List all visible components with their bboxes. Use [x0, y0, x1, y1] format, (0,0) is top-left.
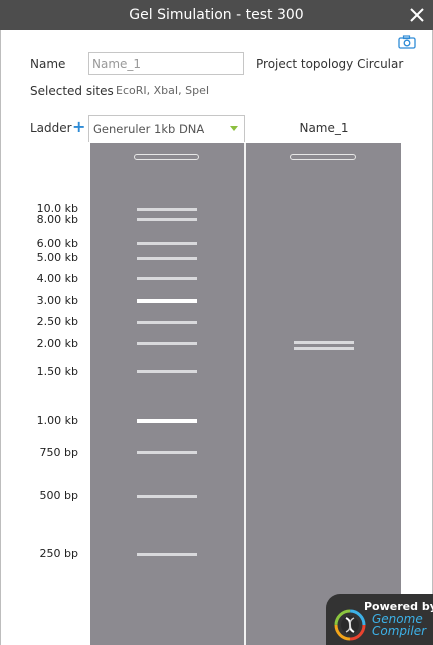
ladder-size-label: 750 bp [39, 445, 78, 459]
close-icon[interactable] [408, 6, 426, 24]
ladder-size-label: 4.00 kb [36, 271, 78, 285]
ladder-band [137, 256, 197, 260]
genome-compiler-logo [334, 609, 366, 641]
ladder-size-label: 500 bp [39, 489, 78, 502]
ladder-band [137, 370, 197, 374]
ladder-size-label: 2.00 kb [36, 336, 78, 350]
dialog-border-left [0, 30, 1, 645]
ladder-label: Ladder [30, 121, 72, 135]
sample-band [294, 341, 354, 344]
ladder-size-label: 2.50 kb [36, 315, 78, 328]
lane-divider [244, 143, 246, 645]
title-bar: Gel Simulation - test 300 [0, 0, 433, 30]
ladder-size-label: 3.00 kb [36, 293, 78, 307]
sample-lane-header: Name_1 [299, 121, 349, 135]
sample-well [290, 154, 356, 160]
dialog-title: Gel Simulation - test 300 [129, 7, 304, 23]
powered-by-badge[interactable]: Powered by Genome Compiler [326, 594, 433, 645]
ladder-size-label: 10.0 kb [36, 202, 78, 215]
topology-label: Project topology Circular [256, 57, 404, 71]
ladder-dropdown-value: Generuler 1kb DNA [93, 122, 205, 136]
ladder-size-label: 250 bp [39, 547, 78, 560]
ladder-well [134, 154, 199, 160]
ladder-band [137, 298, 197, 303]
add-ladder-icon[interactable]: + [72, 117, 86, 136]
ladder-size-label: 8.00 kb [36, 212, 78, 226]
name-label: Name [30, 57, 66, 71]
ladder-size-label: 1.50 kb [36, 364, 78, 378]
chevron-down-icon [230, 126, 238, 131]
name-input[interactable] [88, 52, 244, 75]
ladder-band [137, 218, 197, 222]
ladder-band [137, 451, 197, 455]
ladder-lane [90, 143, 244, 645]
ladder-size-label: 5.00 kb [36, 251, 78, 264]
ladder-band [137, 277, 197, 281]
ladder-size-label: 6.00 kb [36, 236, 78, 250]
sample-lane [246, 143, 401, 645]
brand-name-line2: Compiler [372, 624, 427, 638]
ladder-band [137, 207, 197, 211]
selected-sites-value: EcoRI, XbaI, SpeI [116, 84, 210, 97]
ladder-band [137, 552, 197, 556]
ladder-band [137, 419, 197, 423]
brand-name-line1: Genome [372, 612, 423, 626]
ladder-band [137, 242, 197, 246]
camera-icon[interactable] [398, 35, 416, 49]
sample-band [294, 347, 354, 350]
selected-sites-label: Selected sites [30, 84, 114, 98]
ladder-band [137, 320, 197, 324]
ladder-size-label: 1.00 kb [36, 414, 78, 427]
ladder-band [137, 342, 197, 346]
powered-by-text: Powered by [364, 600, 433, 613]
ladder-band [137, 494, 197, 498]
ladder-dropdown[interactable]: Generuler 1kb DNA [88, 115, 245, 142]
